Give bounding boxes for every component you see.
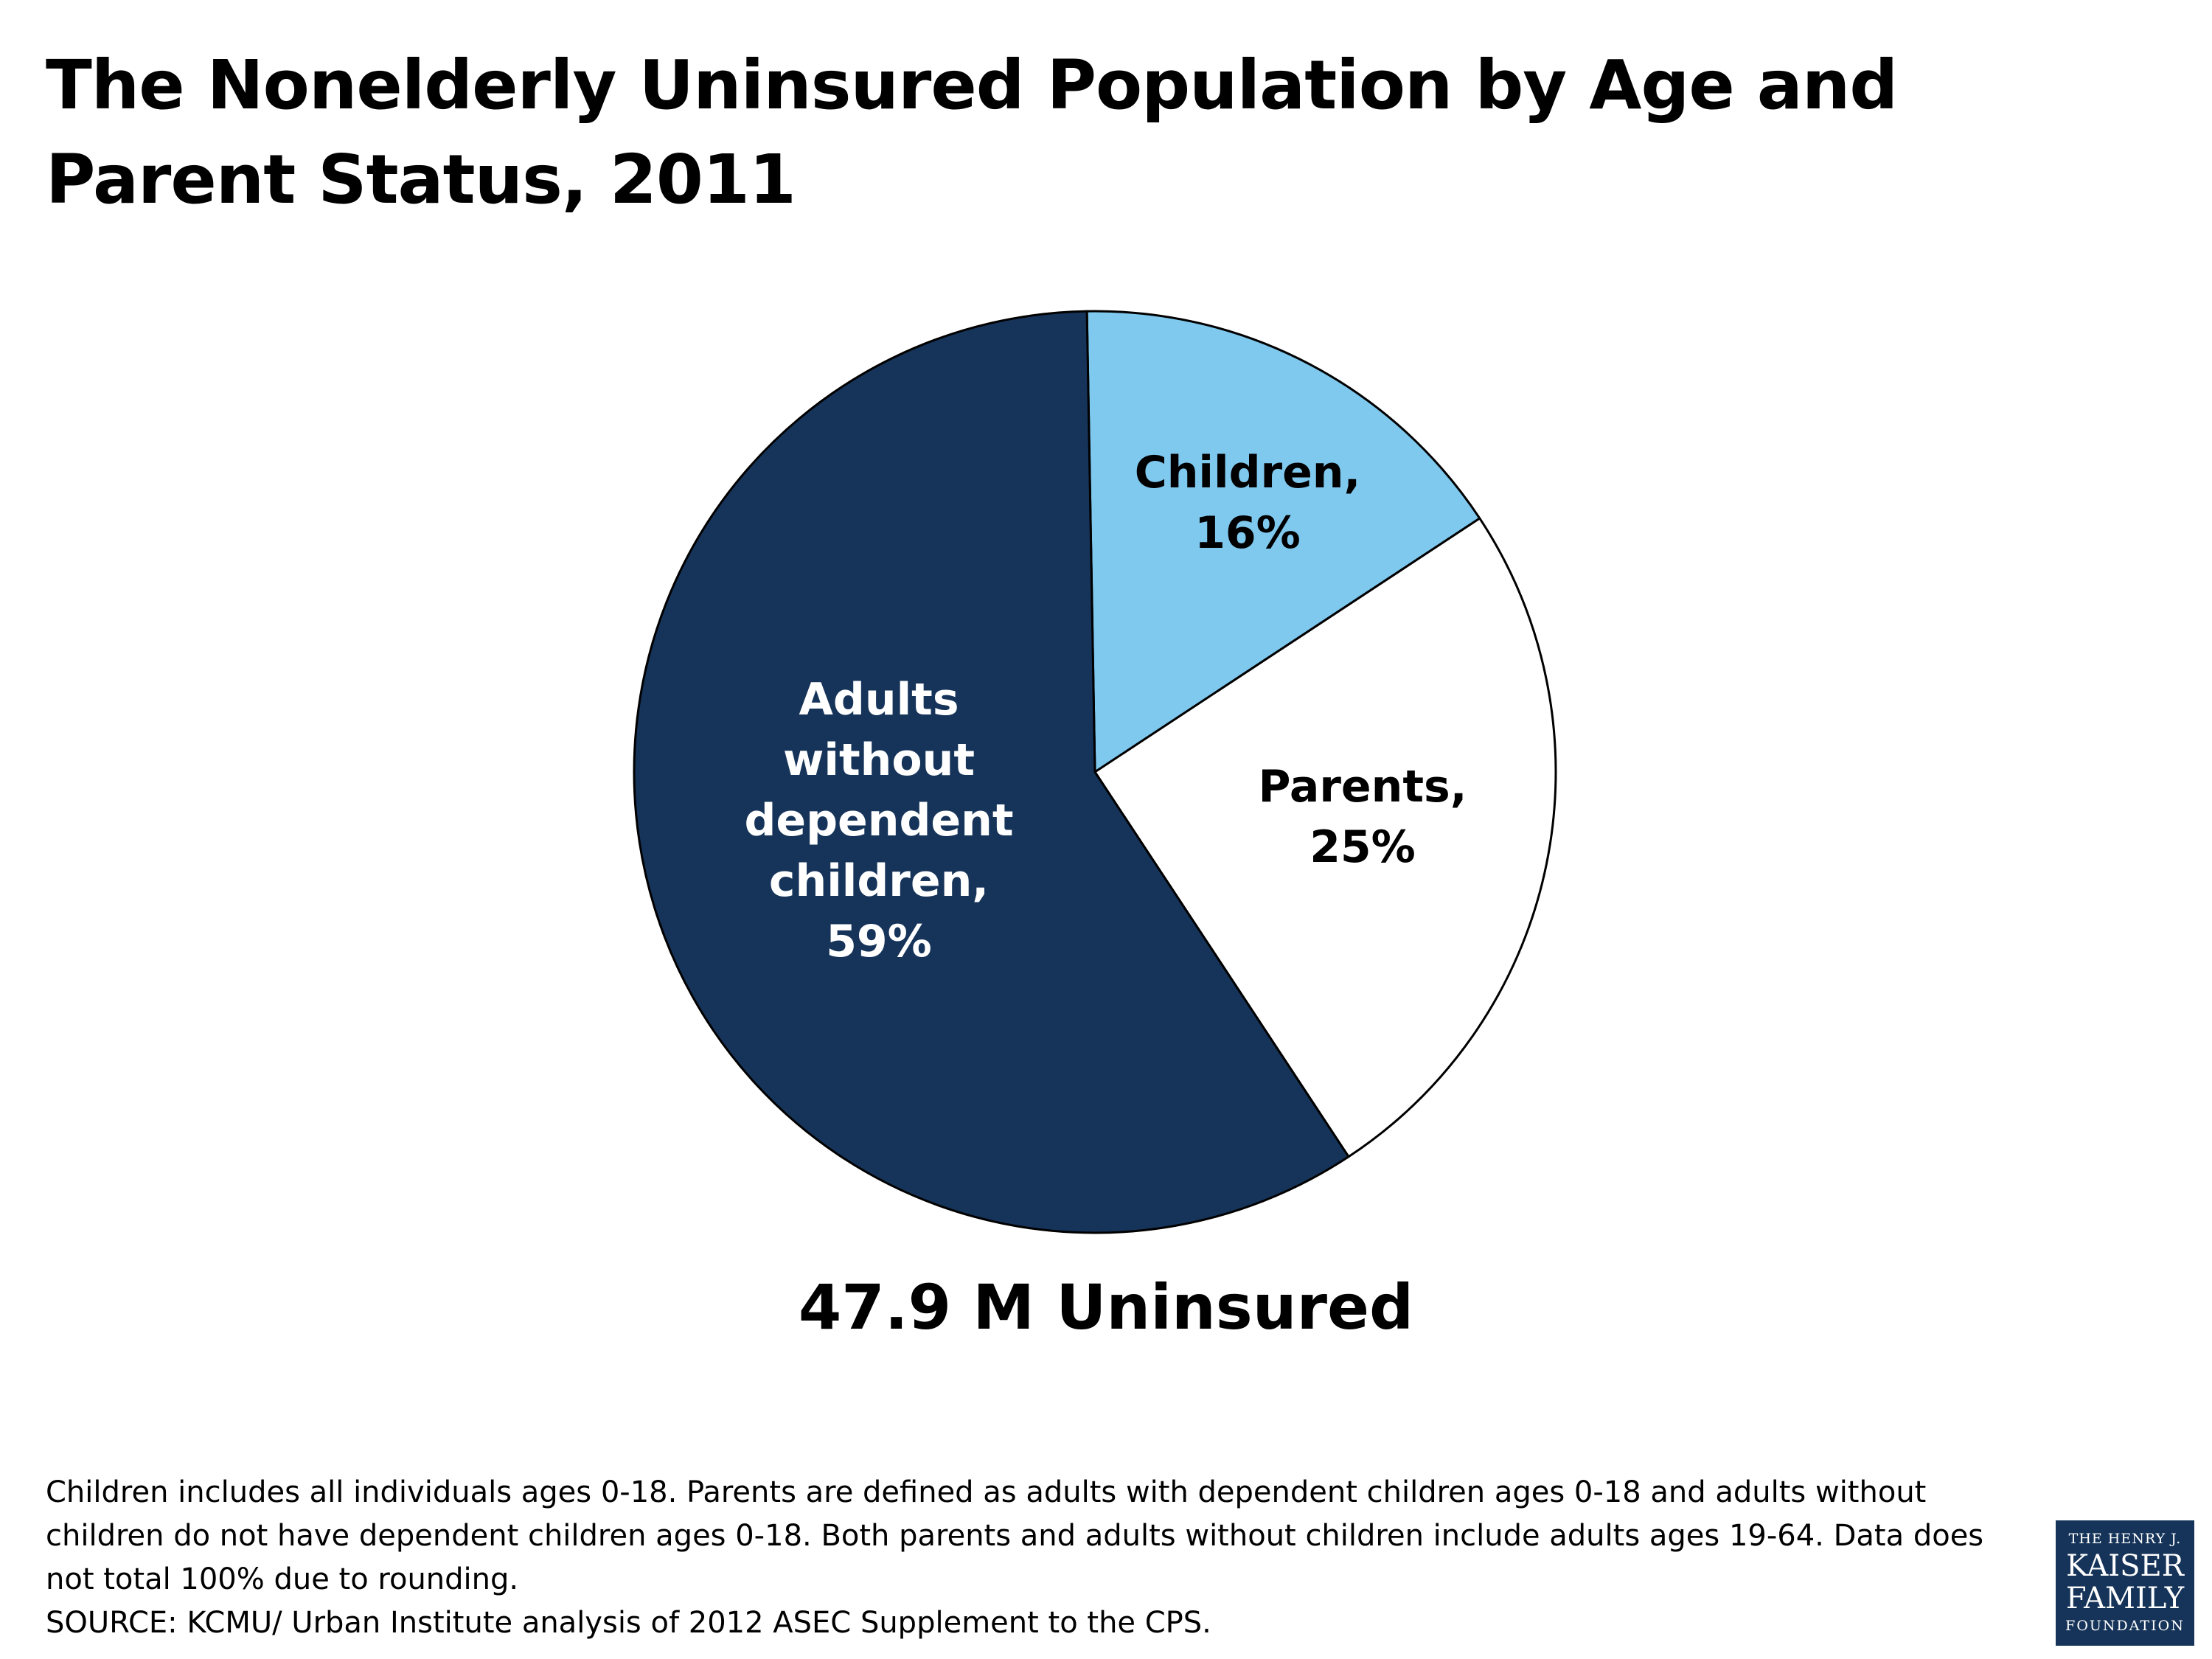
slice-label-line: 16% — [1194, 507, 1301, 559]
logo-line: THE HENRY J. — [2068, 1531, 2182, 1547]
pie-labels: Children, 16% Parents, 25% Adults without depe… — [744, 447, 1467, 967]
footnote-line: Children includes all individuals ages 0… — [46, 1475, 1927, 1509]
pie-slices — [633, 310, 1557, 1234]
kaiser-family-foundation-logo: THE HENRY J. KAISER FAMILY FOUNDATION — [2056, 1520, 2194, 1646]
source-note: SOURCE: KCMU/ Urban Institute analysis o… — [46, 1606, 1211, 1640]
logo-line: FOUNDATION — [2065, 1618, 2185, 1634]
pie-slice-children — [1085, 310, 1481, 773]
slice-label-line: Parents, — [1258, 761, 1467, 813]
footnote-line: not total 100% due to rounding. — [46, 1562, 519, 1596]
total-uninsured-label: 47.9 M Uninsured — [798, 1271, 1414, 1343]
slice-label: Children, 16% — [1135, 447, 1361, 559]
pie-slice-adults-without-dependent-children — [633, 310, 1350, 1234]
slice-label-line: dependent — [744, 795, 1013, 846]
pie-slice-parents — [1093, 517, 1557, 1158]
slice-label-line: Children, — [1135, 447, 1361, 498]
footnotes: Children includes all individuals ages 0… — [46, 1471, 2037, 1645]
slice-label-line: without — [783, 734, 975, 786]
slice-label-line: 25% — [1310, 821, 1416, 873]
logo-line: FAMILY — [2065, 1582, 2185, 1615]
slice-label-line: 59% — [826, 916, 932, 967]
slice-label: Adults without dependent children, 59% — [744, 674, 1013, 967]
chart-title: The Nonelderly Uninsured Population by A… — [46, 46, 1898, 219]
logo-line: KAISER — [2066, 1549, 2184, 1583]
footnote-line: children do not have dependent children … — [46, 1519, 1984, 1553]
slice-label-line: children, — [769, 855, 989, 907]
slice-label: Parents, 25% — [1258, 761, 1467, 873]
slice-label-line: Adults — [799, 674, 959, 726]
